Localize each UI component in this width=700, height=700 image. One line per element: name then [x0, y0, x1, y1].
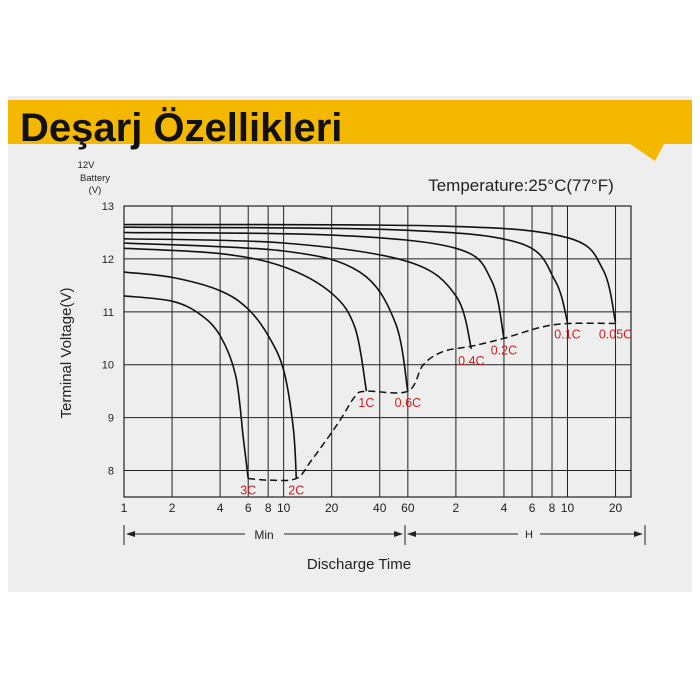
y-axis-ticks: 8 9 10 11 12 13: [102, 201, 114, 478]
curve-0.6C: [123, 242, 409, 392]
curve-2C: [123, 271, 298, 479]
page-title: Deşarj Özellikleri: [20, 106, 343, 150]
curve-label: 1C: [358, 396, 374, 410]
x-tick-label: 1: [121, 501, 128, 515]
y-axis-title: Terminal Voltage(V): [58, 288, 75, 419]
y-tick-label: 10: [102, 360, 114, 372]
battery-label-line1: 12V: [78, 160, 96, 171]
curve-label: 0.05C: [599, 327, 632, 341]
discharge-curves: [123, 223, 617, 482]
x-tick-label: 60: [401, 501, 415, 515]
x-tick-label: 2: [169, 501, 176, 515]
x-axis-ticks: 1 2 4 6 8 10 20 40 60 2 4 6 8 10 20: [121, 501, 623, 515]
y-tick-label: 9: [108, 413, 114, 425]
curve-label: 0.2C: [491, 343, 517, 357]
x-tick-label: 6: [245, 501, 252, 515]
battery-label-line2: Battery: [80, 173, 110, 184]
curve-label: 0.6C: [395, 396, 421, 410]
x-axis-title: Discharge Time: [307, 556, 411, 573]
curve-0.05C: [123, 223, 617, 323]
x-tick-label: 10: [561, 501, 575, 515]
chart-panel: [8, 96, 692, 592]
y-tick-label: 12: [102, 254, 114, 266]
curve-0.1C: [123, 226, 569, 323]
title-banner: [8, 100, 692, 161]
end-voltage-curve: [248, 322, 616, 482]
x-tick-label: 8: [549, 501, 556, 515]
x-tick-label: 20: [325, 501, 339, 515]
curve-1C: [123, 247, 368, 392]
min-range-indicator: [123, 525, 406, 545]
curve-label: 2C: [288, 483, 304, 497]
x-tick-label: 4: [217, 501, 224, 515]
hour-unit-label: H: [525, 529, 533, 541]
hour-range-indicator: [407, 525, 646, 545]
plot-area: [123, 205, 632, 498]
curve-label: 0.1C: [554, 327, 580, 341]
y-tick-label: 8: [108, 466, 114, 478]
curve-0.4C: [123, 238, 473, 350]
x-tick-label: 40: [373, 501, 387, 515]
x-tick-label: 4: [501, 501, 508, 515]
min-unit-label: Min: [254, 528, 273, 542]
curve-3C: [123, 295, 249, 479]
x-tick-label: 20: [609, 501, 623, 515]
grid: [124, 206, 631, 497]
curve-labels: 3C 2C 1C 0.6C 0.4C 0.2C 0.1C 0.05C: [240, 327, 632, 497]
battery-label-line3: (V): [89, 185, 102, 196]
y-tick-label: 11: [103, 307, 114, 319]
x-tick-label: 8: [265, 501, 272, 515]
temperature-label: Temperature:25°C(77°F): [428, 176, 614, 195]
x-tick-label: 2: [453, 501, 460, 515]
curve-label: 3C: [240, 483, 256, 497]
x-tick-label: 10: [277, 501, 291, 515]
y-tick-label: 13: [102, 201, 114, 213]
curve-0.2C: [123, 231, 505, 339]
x-tick-label: 6: [529, 501, 536, 515]
curve-label: 0.4C: [458, 354, 484, 368]
